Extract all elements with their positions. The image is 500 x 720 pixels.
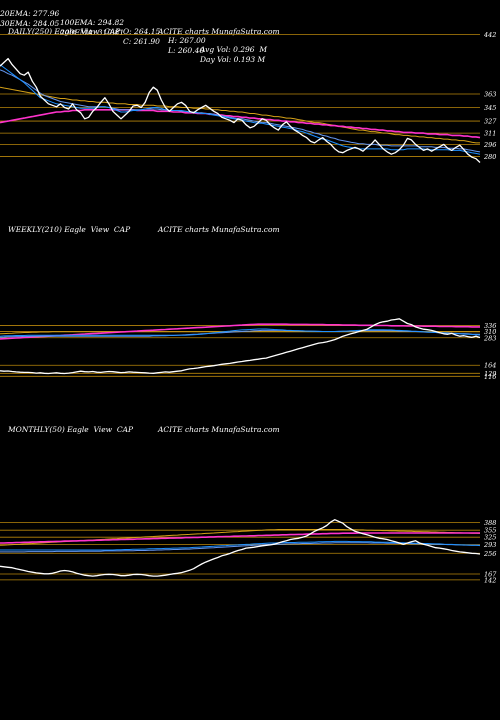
weekly-tick-label: 164 <box>484 362 496 370</box>
monthly-tick-label: 256 <box>483 550 496 558</box>
monthly-panel-title: MONTHLY(50) Eagle View CAP <box>8 425 134 434</box>
low-readout: L: 260.40 <box>168 46 205 55</box>
monthly-tick-label: 142 <box>484 576 496 584</box>
daily-ema200-line <box>0 109 481 139</box>
ema200-readout: 200EMA: 310.81 <box>60 28 125 37</box>
monthly-tick-label: 293 <box>483 541 496 549</box>
daily-tick-label: 311 <box>484 130 496 138</box>
weekly-tick-label: 336 <box>484 322 496 330</box>
close-readout: C: 261.90 <box>123 37 160 46</box>
avg-vol-readout: Avg Vol: 0.296 M <box>200 45 268 54</box>
monthly-tick-label: 388 <box>484 519 496 527</box>
ema100-readout: 100EMA: 294.82 <box>60 18 125 27</box>
weekly-tick-label: 129 <box>484 370 496 378</box>
daily-tick-label: 363 <box>484 90 496 98</box>
weekly-ema20-line <box>0 328 481 337</box>
monthly-tick-label: 167 <box>484 571 497 579</box>
daily-ema30-line <box>0 69 481 153</box>
weekly-tick-label: 310 <box>484 328 496 336</box>
weekly-tick-label: 283 <box>483 334 496 342</box>
daily-tick-label: 442 <box>483 31 496 39</box>
open-readout: O: 264.15 <box>123 27 161 36</box>
daily-panel-title: DAILY(250) Eagle View CAP <box>8 27 121 36</box>
weekly-watermark: ACITE charts MunafaSutra.com <box>158 225 280 234</box>
weekly-tick-label: 116 <box>484 373 496 381</box>
daily-tick-label: 296 <box>483 141 496 149</box>
monthly-watermark: ACITE charts MunafaSutra.com <box>158 425 280 434</box>
ema30-readout: 30EMA: 284.05 <box>0 19 60 28</box>
daily-panel: 442 363 345 327 311 296 280 <box>0 31 497 163</box>
weekly-price-line <box>0 318 481 375</box>
ema20-readout: 20EMA: 277.96 <box>0 9 60 18</box>
high-readout: H: 267.00 <box>168 36 206 45</box>
daily-tick-label: 327 <box>484 118 497 126</box>
header-row-2: 30EMA: 284.05 200EMA: 310.81 C: 261.90 L… <box>0 10 265 64</box>
daily-ema20-line <box>0 64 481 155</box>
monthly-ema200-line <box>0 532 480 544</box>
monthly-tick-label: 355 <box>484 527 496 535</box>
weekly-ema200-line <box>0 323 480 340</box>
monthly-price-line <box>0 519 481 577</box>
daily-ema100-line <box>0 86 480 144</box>
daily-watermark: ACITE charts MunafaSutra.com <box>158 27 280 36</box>
monthly-tick-label: 325 <box>484 534 496 542</box>
header-row-1: 20EMA: 277.96 100EMA: 294.82 O: 264.15 H… <box>0 0 267 54</box>
daily-tick-label: 280 <box>483 153 496 161</box>
day-vol-readout: Day Vol: 0.193 M <box>200 55 266 64</box>
daily-tick-label: 345 <box>484 104 496 112</box>
weekly-panel-title: WEEKLY(210) Eagle View CAP <box>8 225 131 234</box>
daily-price-line <box>0 57 481 163</box>
weekly-ema30-line <box>0 329 480 338</box>
